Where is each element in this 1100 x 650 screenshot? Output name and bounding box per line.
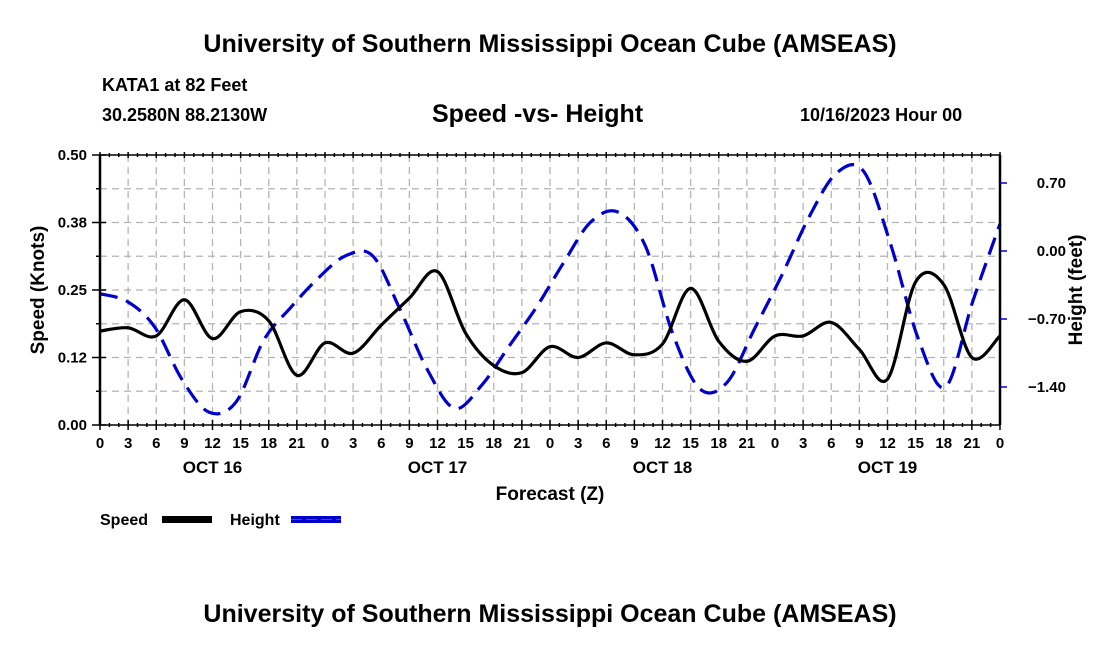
speed-series-line bbox=[99, 269, 1002, 384]
series-layer bbox=[99, 163, 1002, 416]
x-tick-label: 9 bbox=[855, 435, 863, 452]
x-tick-label: 21 bbox=[289, 435, 306, 452]
datetime-label: 10/16/2023 Hour 00 bbox=[800, 105, 963, 125]
y-tick-label: 0.38 bbox=[58, 215, 87, 232]
x-tick-label: 0 bbox=[546, 435, 554, 452]
legend-speed-swatch bbox=[162, 516, 212, 523]
y-axis-title: Speed (Knots) bbox=[28, 226, 49, 355]
labels: 0 3 6 9 12 15 18 21 0 3 6 9 12 15 18 21 0 3 6 9 12 15 18 21 0 3 6 9… bbox=[28, 147, 1087, 529]
x-tick-label: 15 bbox=[232, 435, 249, 452]
y-tick-label: 0.50 bbox=[58, 147, 87, 164]
x-tick-label: 9 bbox=[630, 435, 638, 452]
x-tick-label: 6 bbox=[602, 435, 610, 452]
x-tick-label: 12 bbox=[429, 435, 446, 452]
y2-tick-label: 0.00 bbox=[1037, 243, 1066, 260]
station-label: KATA1 at 82 Feet bbox=[102, 75, 248, 95]
x-tick-label: 15 bbox=[907, 435, 924, 452]
day-label: OCT 17 bbox=[408, 458, 468, 477]
y-tick-label: 0.12 bbox=[58, 350, 87, 367]
x-tick-label: 18 bbox=[485, 435, 502, 452]
legend-height-label: Height bbox=[230, 512, 280, 529]
x-tick-label: 18 bbox=[260, 435, 277, 452]
x-tick-label: 12 bbox=[654, 435, 671, 452]
x-tick-label: 18 bbox=[935, 435, 952, 452]
x-tick-label: 21 bbox=[514, 435, 531, 452]
legend-speed-label: Speed bbox=[100, 512, 148, 529]
grid bbox=[100, 155, 1000, 425]
top-title: University of Southern Mississippi Ocean… bbox=[203, 30, 897, 58]
coordinates-label: 30.2580N 88.2130W bbox=[102, 105, 268, 125]
x-tick-label: 6 bbox=[377, 435, 385, 452]
y-tick-label: 0.25 bbox=[58, 282, 87, 299]
day-label: OCT 16 bbox=[183, 458, 243, 477]
bottom-title: University of Southern Mississippi Ocean… bbox=[203, 600, 897, 628]
y2-axis-title: Height (feet) bbox=[1066, 235, 1087, 346]
x-tick-label: 0 bbox=[771, 435, 779, 452]
axes bbox=[92, 152, 1007, 430]
chart-subtitle: Speed -vs- Height bbox=[432, 100, 644, 128]
x-axis-title: Forecast (Z) bbox=[496, 484, 605, 505]
height-series-line bbox=[99, 163, 1002, 416]
x-tick-label: 0 bbox=[996, 435, 1004, 452]
x-tick-label: 21 bbox=[739, 435, 756, 452]
x-tick-label: 9 bbox=[180, 435, 188, 452]
day-label: OCT 18 bbox=[633, 458, 693, 477]
speed-height-chart: 0 3 6 9 12 15 18 21 0 3 6 9 12 15 18 21 0 3 6 9 12 15 18 21 0 3 6 9… bbox=[28, 147, 1087, 529]
x-tick-label: 21 bbox=[964, 435, 981, 452]
x-tick-label: 15 bbox=[457, 435, 474, 452]
x-tick-label: 6 bbox=[152, 435, 160, 452]
x-tick-label: 3 bbox=[574, 435, 582, 452]
x-tick-label: 18 bbox=[710, 435, 727, 452]
x-tick-label: 0 bbox=[96, 435, 104, 452]
x-tick-label: 6 bbox=[827, 435, 835, 452]
y2-tick-label: −1.40 bbox=[1028, 379, 1066, 396]
y-tick-label: 0.00 bbox=[58, 417, 87, 434]
x-tick-label: 3 bbox=[799, 435, 807, 452]
x-tick-label: 12 bbox=[879, 435, 896, 452]
x-tick-label: 3 bbox=[124, 435, 132, 452]
x-tick-label: 12 bbox=[204, 435, 221, 452]
day-label: OCT 19 bbox=[858, 458, 918, 477]
y2-tick-label: 0.70 bbox=[1037, 175, 1066, 192]
x-tick-label: 0 bbox=[321, 435, 329, 452]
x-tick-label: 3 bbox=[349, 435, 357, 452]
x-tick-label: 15 bbox=[682, 435, 699, 452]
y2-tick-label: −0.70 bbox=[1028, 311, 1066, 328]
x-tick-label: 9 bbox=[405, 435, 413, 452]
